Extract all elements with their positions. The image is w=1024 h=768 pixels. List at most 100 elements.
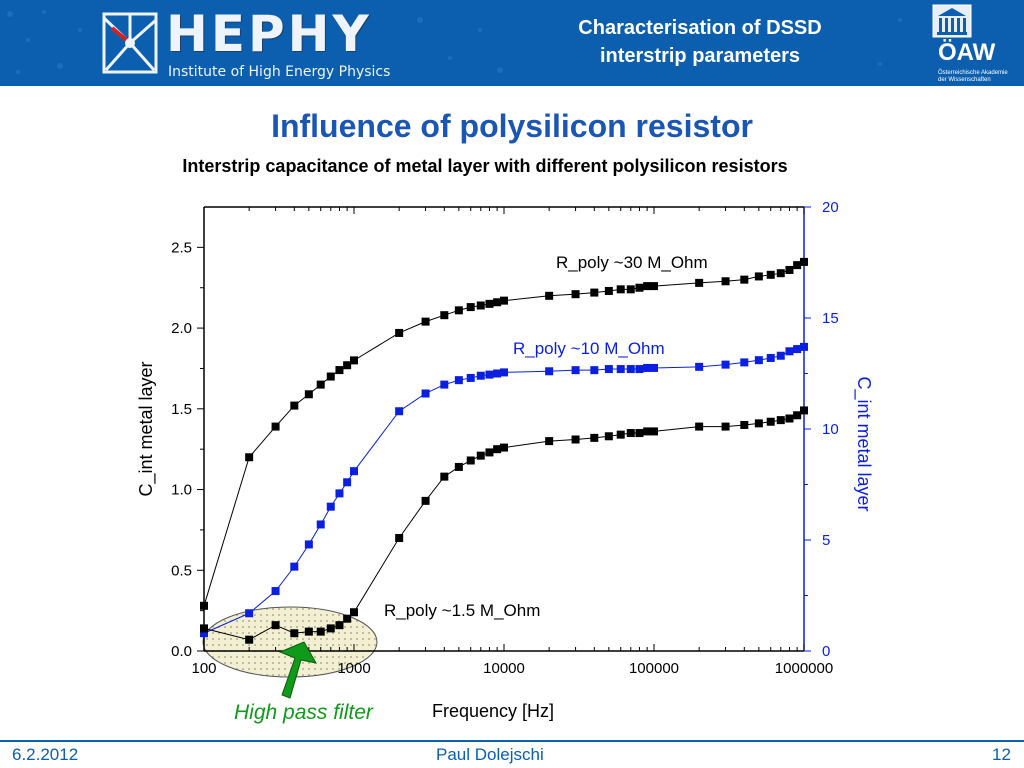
data-point	[316, 520, 325, 529]
data-point	[335, 489, 344, 498]
x-tick-label: 100	[191, 660, 216, 677]
data-point	[304, 390, 313, 399]
data-point	[343, 614, 352, 623]
data-point	[635, 429, 644, 438]
data-point	[290, 562, 299, 571]
data-point	[590, 433, 599, 442]
data-point	[395, 407, 404, 416]
oaw-building-icon	[932, 4, 972, 38]
y2-axis-label: C_int metal layer	[853, 376, 874, 511]
data-point	[650, 282, 658, 291]
data-point	[793, 261, 802, 270]
x-tick-label: 10000	[483, 660, 525, 677]
data-point	[350, 467, 358, 476]
y-tick-label: 0.5	[171, 562, 192, 579]
data-point	[493, 445, 502, 454]
footer-divider	[0, 740, 1024, 742]
data-point	[754, 272, 763, 281]
data-point	[485, 370, 494, 379]
data-point	[545, 367, 554, 376]
data-point	[650, 363, 658, 372]
y-tick-label: 1.5	[171, 401, 192, 418]
header-title-line2: interstrip parameters	[599, 45, 801, 67]
data-point	[740, 358, 749, 367]
oaw-logo-text: ÖAW	[938, 39, 996, 66]
data-point	[326, 624, 335, 633]
data-point	[793, 411, 802, 420]
oaw-logo: ÖAW Österreichische Akademie der Wissens…	[920, 0, 1020, 86]
series-label: R_poly ~30 M_Ohm	[556, 253, 708, 272]
data-point	[545, 437, 554, 446]
data-point	[476, 371, 485, 380]
data-point	[626, 285, 635, 294]
data-point	[604, 365, 613, 374]
data-point	[466, 303, 475, 312]
header-bar: HEPHY Institute of High Energy Physics C…	[0, 0, 1024, 86]
data-point	[643, 363, 652, 372]
data-point	[643, 427, 652, 436]
data-point	[695, 278, 704, 287]
data-point	[500, 443, 508, 452]
data-point	[785, 265, 794, 274]
y-tick-label: 1.0	[171, 482, 192, 499]
data-point	[571, 435, 580, 444]
data-point	[245, 453, 254, 462]
header-title: Characterisation of DSSD interstrip para…	[520, 14, 880, 70]
data-point	[454, 462, 463, 471]
data-point	[590, 366, 599, 375]
header-background-pattern	[7, 10, 902, 74]
data-point	[271, 621, 280, 630]
series-line	[203, 346, 805, 634]
data-point	[440, 472, 449, 481]
data-point	[476, 451, 485, 460]
capacitance-chart: 100 1000 10000 100000 10000000.00.51.01.52.0…	[136, 199, 874, 699]
data-point	[721, 360, 730, 369]
data-point	[571, 366, 580, 375]
data-point	[335, 366, 344, 375]
data-point	[476, 301, 485, 310]
data-point	[616, 430, 625, 439]
footer-date: 6.2.2012	[12, 745, 79, 764]
hephy-logo-subtitle: Institute of High Energy Physics	[168, 64, 391, 80]
data-point	[635, 365, 644, 374]
data-point	[304, 540, 313, 549]
footer-author: Paul Dolejschi	[436, 745, 544, 764]
data-point	[635, 283, 644, 292]
series-label: R_poly ~1.5 M_Ohm	[384, 601, 540, 620]
data-point	[395, 328, 404, 337]
data-point	[721, 277, 730, 286]
x-axis-label: Frequency [Hz]	[432, 701, 555, 721]
data-point	[740, 420, 749, 429]
data-point	[200, 624, 208, 633]
data-point	[800, 257, 808, 266]
data-point	[466, 456, 475, 465]
data-point	[766, 417, 775, 426]
data-point	[493, 369, 502, 378]
y2-tick-label: 0	[822, 643, 830, 660]
data-point	[590, 288, 599, 297]
high-pass-filter-arrow	[278, 641, 317, 699]
data-point	[493, 298, 502, 307]
y-tick-label: 2.0	[171, 320, 192, 337]
data-point	[695, 422, 704, 431]
data-point	[440, 380, 449, 389]
data-point	[500, 368, 508, 377]
header-title-line1: Characterisation of DSSD	[578, 17, 822, 39]
data-point	[271, 422, 280, 431]
data-point	[545, 291, 554, 300]
data-point	[245, 609, 254, 618]
data-point	[395, 533, 404, 542]
data-point	[316, 627, 325, 636]
data-point	[766, 353, 775, 362]
y-axis-label: C_int metal layer	[136, 361, 157, 496]
data-point	[271, 587, 280, 596]
data-point	[650, 427, 658, 436]
data-point	[754, 419, 763, 428]
data-point	[343, 361, 352, 370]
data-point	[316, 380, 325, 389]
y2-tick-label: 15	[822, 310, 839, 327]
data-point	[754, 356, 763, 365]
x-tick-label: 1000000	[775, 660, 833, 677]
data-point	[776, 351, 785, 360]
data-point	[800, 406, 808, 415]
